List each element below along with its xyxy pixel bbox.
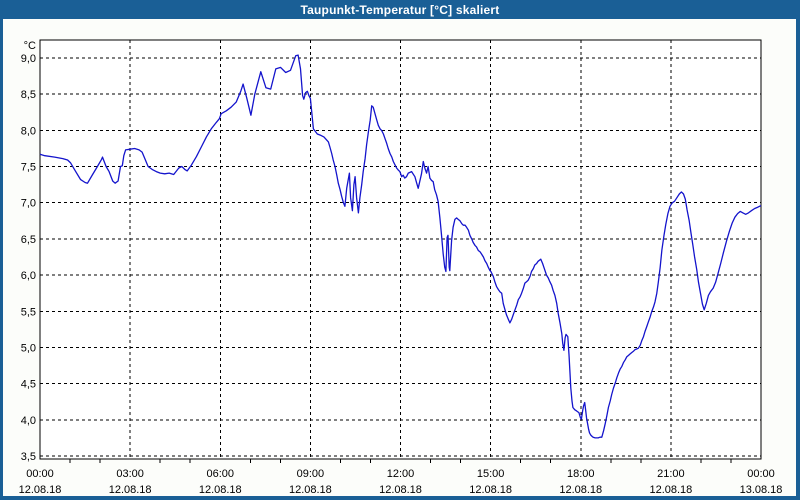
y-tick-label: 6,0 bbox=[21, 270, 36, 282]
x-tick-date-label: 13.08.18 bbox=[740, 484, 783, 496]
chart-title: Taupunkt-Temperatur [°C] skaliert bbox=[300, 2, 500, 17]
y-axis-unit-label: °C bbox=[24, 40, 36, 52]
y-tick-label: 5,5 bbox=[21, 306, 36, 318]
y-tick-label: 7,0 bbox=[21, 198, 36, 210]
x-tick-time-label: 15:00 bbox=[477, 468, 505, 480]
y-tick-label: 6,5 bbox=[21, 234, 36, 246]
y-tick-label: 5,0 bbox=[21, 342, 36, 354]
x-tick-time-label: 09:00 bbox=[297, 468, 325, 480]
x-tick-time-label: 00:00 bbox=[26, 468, 54, 480]
y-tick-label: 3,5 bbox=[21, 451, 36, 463]
x-tick-date-label: 12.08.18 bbox=[649, 484, 692, 496]
title-bar: Taupunkt-Temperatur [°C] skaliert bbox=[0, 0, 800, 19]
x-tick-date-label: 12.08.18 bbox=[19, 484, 62, 496]
x-tick-time-label: 21:00 bbox=[657, 468, 685, 480]
x-tick-date-label: 12.08.18 bbox=[559, 484, 602, 496]
x-tick-time-label: 06:00 bbox=[206, 468, 234, 480]
y-tick-label: 4,0 bbox=[21, 415, 36, 427]
x-tick-time-label: 03:00 bbox=[116, 468, 144, 480]
y-tick-label: 8,5 bbox=[21, 89, 36, 101]
y-tick-label: 9,0 bbox=[21, 53, 36, 65]
x-tick-time-label: 00:00 bbox=[747, 468, 775, 480]
x-tick-date-label: 12.08.18 bbox=[199, 484, 242, 496]
x-tick-time-label: 12:00 bbox=[387, 468, 415, 480]
x-tick-time-label: 18:00 bbox=[567, 468, 595, 480]
plot-border bbox=[39, 39, 762, 460]
y-tick-label: 4,5 bbox=[21, 379, 36, 391]
y-tick-label: 7,5 bbox=[21, 162, 36, 174]
x-tick-date-label: 12.08.18 bbox=[289, 484, 332, 496]
x-tick-date-label: 12.08.18 bbox=[109, 484, 152, 496]
y-tick-label: 8,0 bbox=[21, 125, 36, 137]
x-tick-date-label: 12.08.18 bbox=[469, 484, 512, 496]
x-tick-date-label: 12.08.18 bbox=[379, 484, 422, 496]
dewpoint-series-line bbox=[39, 54, 762, 439]
